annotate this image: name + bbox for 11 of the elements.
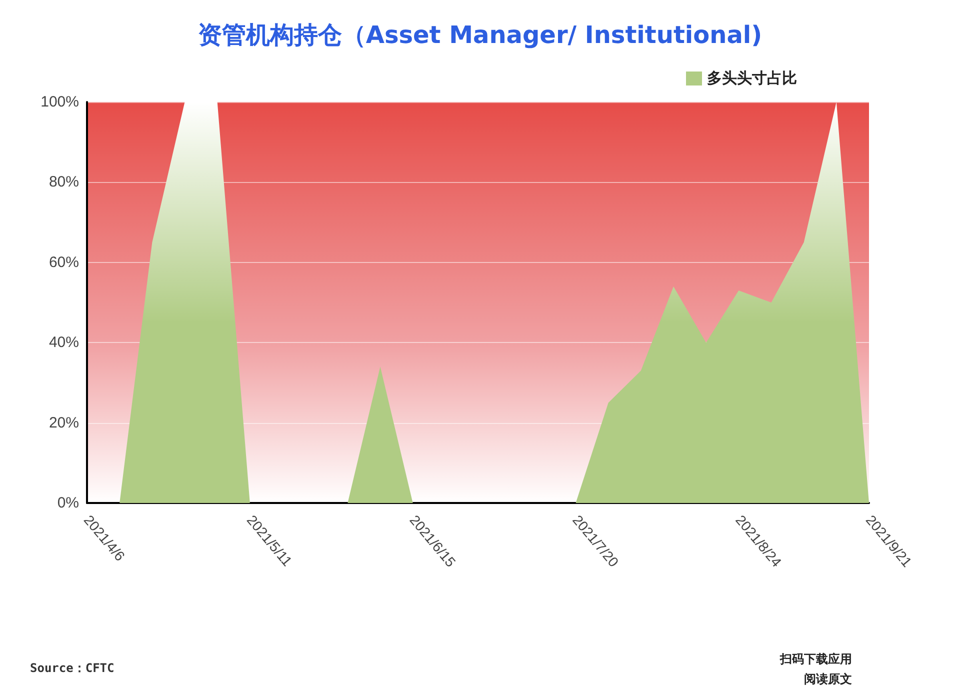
y-tick-label: 0% (57, 494, 79, 512)
text: 扫码下载应用 (779, 652, 852, 666)
legend-label: 多头头寸占比 (707, 70, 797, 87)
text: 阅读原文 (804, 672, 852, 686)
y-tick-label: 100% (40, 94, 79, 110)
y-tick-label: 40% (48, 334, 79, 352)
y-tick-label: 20% (48, 414, 79, 432)
y-tick-label: 60% (48, 254, 79, 271)
source-note: Source：CFTC (30, 661, 114, 675)
chart-title: 资管机构持仓（Asset Manager/ Institutional) (198, 21, 762, 49)
y-tick-label: 80% (48, 174, 79, 191)
